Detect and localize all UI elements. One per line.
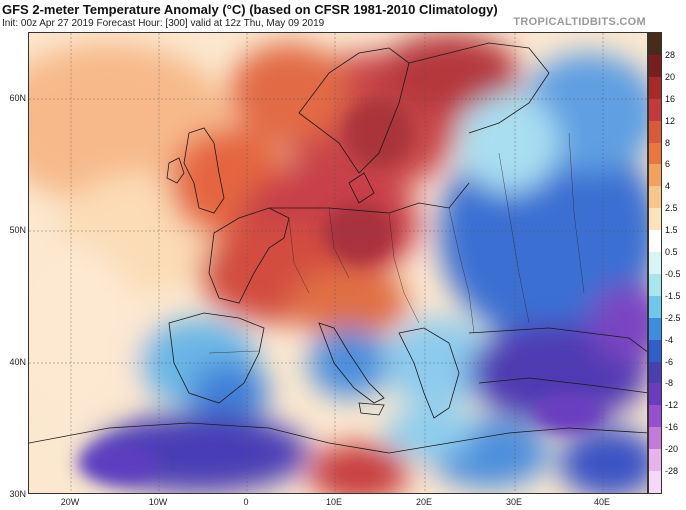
colorbar-tick-label: 16 xyxy=(665,93,676,104)
colorbar-segment xyxy=(649,273,661,297)
colorbar-segment xyxy=(649,405,661,428)
anomaly-map xyxy=(28,32,648,494)
colorbar-tick-label: 12 xyxy=(665,115,676,126)
anomaly-hotspots xyxy=(79,98,604,483)
colorbar-segment xyxy=(649,76,661,100)
colorbar-tick-label: -0.5 xyxy=(665,268,681,279)
lat-label-40n: 40N xyxy=(9,357,26,367)
colorbar-segment xyxy=(649,142,661,165)
colorbar-segment xyxy=(649,471,661,494)
colorbar-segment xyxy=(649,317,661,341)
colorbar-tick-label: 4 xyxy=(665,181,671,192)
lat-label-60n: 60N xyxy=(9,93,26,103)
lon-label-0: 0 xyxy=(243,497,249,507)
brand-watermark: TROPICALTIDBITS.COM xyxy=(513,16,646,28)
anomaly-field xyxy=(29,33,647,493)
lon-label-20e: 20E xyxy=(415,497,432,507)
lon-label-10w: 10W xyxy=(148,497,168,507)
lat-label-30n: 30N xyxy=(9,489,26,499)
header: GFS 2-meter Temperature Anomaly (°C) (ba… xyxy=(0,0,686,32)
coastlines xyxy=(29,42,647,454)
colorbar-segment xyxy=(649,120,661,143)
lat-label-50n: 50N xyxy=(9,225,26,235)
colorbar-tick-label: -4 xyxy=(665,334,674,345)
colorbar-segment xyxy=(649,295,661,319)
lon-label-40e: 40E xyxy=(593,497,610,507)
colorbar-segment xyxy=(649,33,661,56)
colorbar-segment xyxy=(649,208,661,231)
colorbar-tick-label: -2.5 xyxy=(665,312,681,323)
colorbar-tick-label: 6 xyxy=(665,159,671,170)
country-borders xyxy=(208,132,585,354)
colorbar-tick-label: -28 xyxy=(665,466,679,477)
colorbar-segment xyxy=(649,252,661,275)
colorbar-tick-label: -12 xyxy=(665,400,679,411)
colorbar-segment xyxy=(649,54,661,78)
lon-label-20w: 20W xyxy=(60,497,80,507)
colorbar-tick-label: -20 xyxy=(665,444,679,455)
colorbar-segment xyxy=(649,339,661,363)
colorbar-tick-label: 20 xyxy=(665,71,676,82)
colorbar-tick-label: 1.5 xyxy=(665,225,678,236)
colorbar-segment xyxy=(649,164,661,187)
colorbar-segment xyxy=(649,230,661,253)
colorbar-segment xyxy=(649,449,661,472)
colorbar xyxy=(648,32,662,494)
colorbar-tick-label: 0.5 xyxy=(665,247,678,258)
colorbar-segment xyxy=(649,186,661,209)
smoothed-anomaly-blobs xyxy=(29,33,647,493)
graticule xyxy=(29,33,647,493)
colorbar-segment xyxy=(649,361,661,384)
colorbar-tick-label: 28 xyxy=(665,49,676,60)
lon-label-30e: 30E xyxy=(505,497,522,507)
colorbar-tick-label: 2.5 xyxy=(665,203,678,214)
colorbar-segment xyxy=(649,383,661,406)
lon-label-10e: 10E xyxy=(325,497,342,507)
colorbar-tick-label: -8 xyxy=(665,378,674,389)
colorbar-tick-label: 8 xyxy=(665,137,671,148)
colorbar-segment xyxy=(649,427,661,450)
forecast-info: Init: 00z Apr 27 2019 Forecast Hour: [30… xyxy=(2,18,325,29)
colorbar-segment xyxy=(649,98,661,122)
colorbar-tick-label: -1.5 xyxy=(665,290,681,301)
colorbar-tick-label: -6 xyxy=(665,356,674,367)
map-title: GFS 2-meter Temperature Anomaly (°C) (ba… xyxy=(2,2,498,17)
colorbar-tick-label: -16 xyxy=(665,422,679,433)
